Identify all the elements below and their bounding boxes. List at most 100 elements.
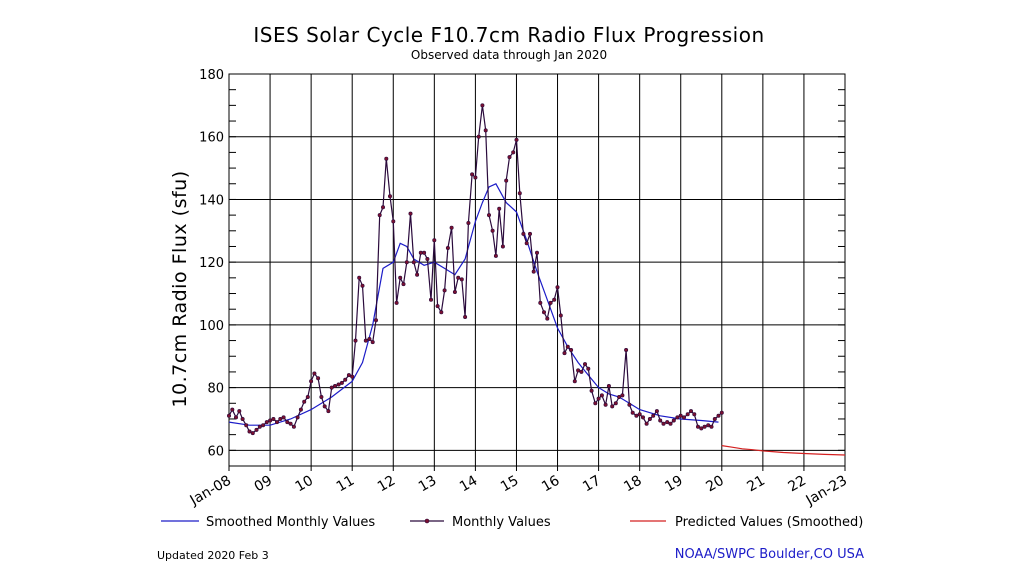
monthly-point	[459, 277, 464, 282]
monthly-point	[504, 178, 509, 183]
monthly-point	[640, 415, 645, 420]
x-tick-label-14: 22	[785, 473, 808, 496]
monthly-point	[261, 423, 266, 428]
monthly-point	[716, 413, 721, 418]
monthly-point	[706, 423, 711, 428]
monthly-point	[572, 379, 577, 384]
x-tick-label-13: 21	[744, 473, 767, 496]
monthly-point	[384, 156, 389, 161]
monthly-point	[250, 431, 255, 436]
monthly-point	[240, 416, 245, 421]
monthly-point	[332, 383, 337, 388]
monthly-point	[439, 310, 444, 315]
monthly-point	[521, 231, 526, 236]
monthly-point	[552, 297, 557, 302]
monthly-point	[247, 429, 252, 434]
monthly-point	[373, 318, 378, 323]
monthly-point	[675, 415, 680, 420]
monthly-point	[624, 347, 629, 352]
monthly-point	[562, 351, 567, 356]
monthly-point	[531, 269, 536, 274]
x-tick-label-1: 09	[252, 473, 275, 496]
monthly-point	[589, 388, 594, 393]
x-tick-label-0: Jan-08	[187, 473, 234, 510]
monthly-point	[312, 371, 317, 376]
monthly-point	[661, 421, 666, 426]
monthly-point	[408, 211, 413, 216]
monthly-point	[309, 379, 314, 384]
monthly-point	[630, 410, 635, 415]
monthly-point	[466, 221, 471, 226]
monthly-point	[281, 415, 286, 420]
x-tick-label-11: 19	[662, 473, 685, 496]
monthly-point	[319, 394, 324, 399]
monthly-point	[422, 250, 427, 255]
monthly-point	[599, 393, 604, 398]
y-tick-label-4: 140	[199, 193, 224, 208]
monthly-point	[548, 300, 553, 305]
y-tick-label-2: 100	[199, 319, 224, 334]
monthly-point	[425, 256, 430, 261]
monthly-point	[234, 415, 239, 420]
series-layer	[227, 103, 846, 456]
monthly-point	[452, 289, 457, 294]
y-tick-label-1: 80	[207, 382, 224, 397]
x-tick-label-12: 20	[703, 473, 726, 496]
monthly-point	[394, 300, 399, 305]
chart-title: ISES Solar Cycle F10.7cm Radio Flux Prog…	[253, 23, 764, 47]
monthly-point	[322, 404, 327, 409]
monthly-point	[511, 150, 516, 155]
monthly-point	[582, 362, 587, 367]
legend-label-0: Smoothed Monthly Values	[206, 515, 375, 530]
series-line-0	[228, 183, 719, 426]
monthly-point	[391, 219, 396, 224]
monthly-point	[558, 313, 563, 318]
monthly-point	[695, 424, 700, 429]
monthly-point	[302, 399, 307, 404]
monthly-point	[569, 347, 574, 352]
monthly-point	[606, 383, 611, 388]
monthly-point	[353, 338, 358, 343]
monthly-point	[305, 394, 310, 399]
monthly-point	[367, 336, 372, 341]
credit-note: NOAA/SWPC Boulder,CO USA	[675, 547, 864, 562]
monthly-point	[534, 250, 539, 255]
monthly-point	[627, 402, 632, 407]
monthly-point	[257, 424, 262, 429]
y-axis-ticks: 60 80 100 120 140 160 180	[199, 68, 845, 467]
chart-subtitle: Observed data through Jan 2020	[411, 48, 607, 62]
monthly-point	[665, 420, 670, 425]
monthly-point	[654, 409, 659, 414]
monthly-point	[288, 421, 293, 426]
monthly-point	[357, 275, 362, 280]
monthly-point	[449, 225, 454, 230]
x-tick-label-7: 15	[498, 473, 521, 496]
monthly-point	[671, 418, 676, 423]
monthly-point	[387, 194, 392, 199]
monthly-point	[709, 424, 714, 429]
monthly-point	[497, 206, 502, 211]
monthly-point	[647, 416, 652, 421]
monthly-point	[339, 380, 344, 385]
x-tick-label-15: Jan-23	[803, 473, 850, 510]
monthly-point	[411, 260, 416, 265]
y-tick-label-0: 60	[207, 444, 224, 459]
monthly-point	[445, 246, 450, 251]
monthly-point	[545, 316, 550, 321]
monthly-point	[350, 374, 355, 379]
monthly-point	[456, 275, 461, 280]
monthly-point	[264, 420, 269, 425]
monthly-point	[565, 344, 570, 349]
monthly-point	[428, 297, 433, 302]
monthly-point	[507, 155, 512, 160]
monthly-point	[401, 282, 406, 287]
monthly-point	[483, 128, 488, 133]
monthly-point	[316, 376, 321, 381]
monthly-point	[527, 231, 532, 236]
monthly-point	[227, 413, 232, 418]
monthly-point	[363, 338, 368, 343]
monthly-point	[415, 272, 420, 277]
monthly-point	[230, 407, 235, 412]
